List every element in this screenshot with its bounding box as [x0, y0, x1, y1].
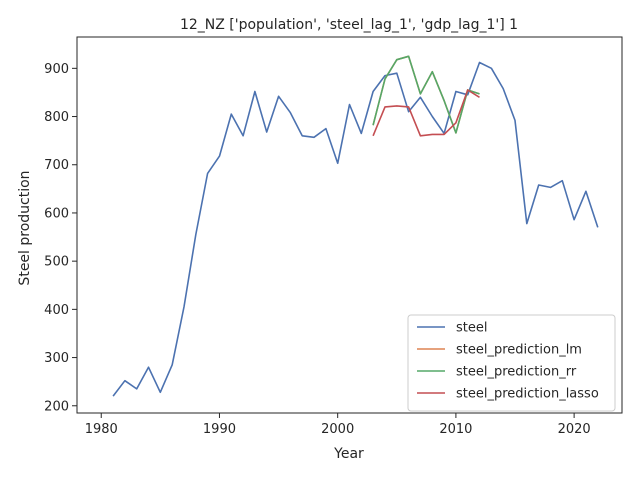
- x-axis-label: Year: [333, 446, 364, 462]
- x-tick-label: 1990: [203, 422, 236, 437]
- series-line-steel_prediction_rr: [372, 55, 480, 134]
- plot-frame: [76, 36, 623, 414]
- legend-label-steel_prediction_lasso: steel_prediction_lasso: [456, 387, 599, 402]
- series-layer: [112, 55, 599, 397]
- x-tick-label: 1980: [85, 422, 118, 437]
- legend-label-steel_prediction_rr: steel_prediction_rr: [456, 365, 577, 380]
- y-tick-label: 400: [44, 303, 69, 318]
- series-line-steel_prediction_lm: [372, 55, 480, 134]
- y-tick-label: 800: [44, 110, 69, 125]
- legend-label-steel: steel: [456, 321, 487, 336]
- x-tick-label: 2000: [321, 422, 354, 437]
- legend-box: [407, 314, 616, 412]
- y-tick-label: 600: [44, 206, 69, 221]
- y-tick-label: 700: [44, 158, 69, 173]
- series-line-steel_prediction_lasso: [372, 89, 480, 137]
- legend: steel steel_prediction_lm steel_prediction…: [407, 314, 616, 412]
- axes-layer: 1980 1990 2000 2010 2020 200 300 400 500 600 700 80…: [44, 36, 623, 437]
- x-tick-label: 2020: [558, 422, 591, 437]
- y-tick-label: 500: [44, 255, 69, 270]
- y-tick-label: 900: [44, 62, 69, 77]
- x-tick-label: 2010: [439, 422, 472, 437]
- legend-label-steel_prediction_lm: steel_prediction_lm: [456, 343, 582, 358]
- y-tick-label: 300: [44, 351, 69, 366]
- y-axis-label: Steel production: [17, 170, 33, 285]
- chart-title: 12_NZ ['population', 'steel_lag_1', 'gdp…: [180, 17, 518, 33]
- y-tick-label: 200: [44, 399, 69, 414]
- series-line-steel: [112, 61, 599, 397]
